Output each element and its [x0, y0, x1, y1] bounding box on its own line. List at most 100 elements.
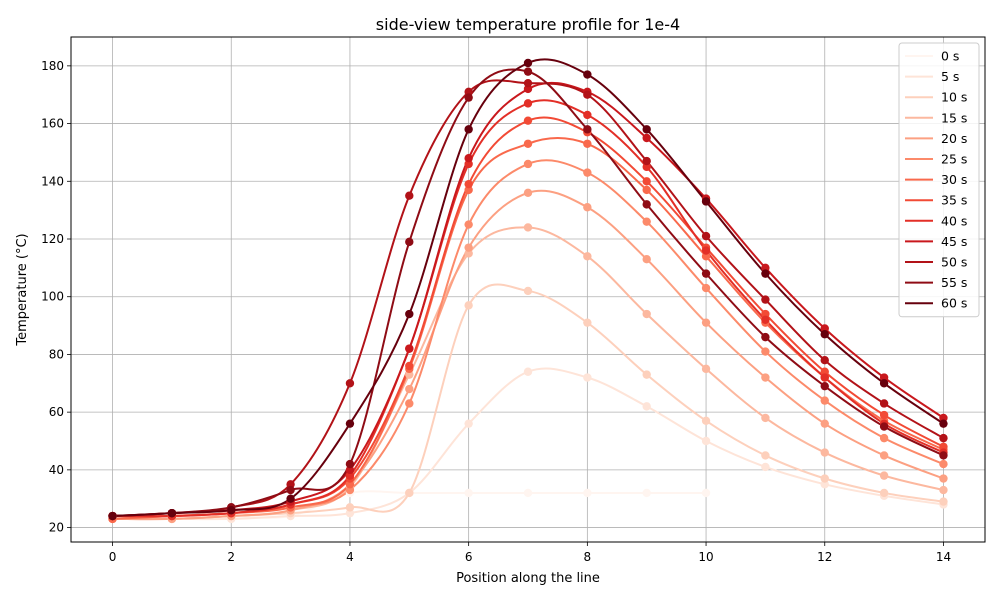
data-point	[108, 511, 117, 521]
series-line	[112, 159, 944, 520]
data-point	[167, 508, 177, 518]
legend-label: 50 s	[941, 255, 967, 270]
data-point	[642, 402, 651, 411]
data-point	[761, 315, 770, 324]
series-line	[112, 116, 944, 518]
x-tick-label: 12	[817, 550, 832, 564]
y-tick-label: 180	[41, 59, 64, 73]
data-point	[523, 188, 533, 198]
data-point	[879, 433, 889, 443]
data-point	[583, 110, 592, 120]
data-point	[761, 462, 770, 472]
data-point	[879, 399, 889, 408]
data-point	[286, 494, 295, 503]
legend-label: 20 s	[941, 131, 967, 146]
data-point	[642, 133, 651, 143]
data-point	[761, 263, 770, 273]
data-point	[879, 373, 889, 382]
data-point	[939, 419, 948, 428]
data-points	[108, 58, 948, 524]
data-point	[761, 373, 770, 382]
data-point	[820, 356, 829, 365]
data-point	[939, 413, 948, 423]
series-line	[112, 283, 944, 521]
data-point	[939, 459, 948, 469]
data-point	[583, 139, 592, 148]
data-point	[820, 324, 829, 333]
data-point	[820, 448, 829, 457]
x-tick-label: 14	[936, 550, 951, 564]
data-point	[761, 309, 770, 319]
data-point	[642, 156, 651, 166]
data-point	[642, 488, 651, 498]
data-point	[464, 249, 473, 258]
data-point	[939, 485, 948, 495]
data-point	[464, 185, 473, 195]
data-point	[405, 344, 414, 353]
y-tick-label: 80	[49, 347, 64, 361]
data-point	[227, 506, 236, 515]
y-tick-label: 20	[49, 521, 64, 535]
legend-label: 25 s	[941, 152, 967, 167]
legend-label: 45 s	[941, 234, 967, 249]
data-point	[464, 220, 473, 229]
data-point	[701, 231, 711, 241]
data-point	[523, 99, 533, 108]
legend-label: 55 s	[941, 275, 967, 290]
data-point	[464, 125, 473, 134]
data-point	[464, 419, 473, 428]
data-point	[464, 488, 473, 498]
data-point	[820, 474, 829, 483]
data-point	[939, 442, 948, 451]
x-tick-label: 8	[584, 550, 592, 564]
data-point	[286, 485, 295, 495]
data-point	[642, 217, 651, 226]
data-point	[523, 84, 533, 94]
chart-title: side-view temperature profile for 1e-4	[376, 15, 680, 34]
data-point	[701, 416, 711, 425]
data-point	[820, 396, 829, 405]
data-point	[820, 330, 829, 339]
legend-label: 60 s	[941, 296, 967, 311]
series-line	[112, 58, 945, 518]
data-point	[523, 67, 533, 76]
y-tick-label: 160	[41, 117, 64, 131]
data-point	[939, 451, 948, 460]
legend-label: 0 s	[941, 49, 959, 64]
data-point	[820, 480, 829, 489]
data-point	[761, 451, 770, 460]
data-point	[761, 347, 770, 356]
data-point	[583, 70, 592, 79]
data-point	[820, 419, 829, 428]
y-tick-label: 40	[49, 463, 64, 477]
data-point	[405, 384, 414, 394]
data-point	[642, 309, 651, 319]
data-point	[345, 508, 355, 518]
data-point	[345, 465, 355, 475]
data-point	[345, 471, 355, 480]
data-point	[820, 367, 829, 376]
data-point	[345, 503, 355, 512]
data-point	[701, 283, 711, 293]
y-tick-label: 120	[41, 232, 64, 246]
data-point	[523, 488, 533, 498]
x-axis-label: Position along the line	[456, 571, 600, 586]
data-point	[583, 318, 592, 327]
data-point	[642, 185, 651, 195]
data-point	[523, 116, 533, 125]
data-point	[879, 379, 889, 388]
data-point	[879, 488, 889, 498]
data-point	[879, 410, 889, 420]
data-point	[820, 381, 829, 391]
data-point	[761, 269, 770, 278]
data-point	[642, 162, 651, 172]
data-point	[405, 370, 414, 379]
data-point	[464, 93, 473, 102]
data-point	[583, 125, 592, 134]
data-point	[523, 58, 533, 68]
data-point	[464, 179, 473, 189]
data-point	[642, 370, 651, 379]
data-point	[464, 301, 473, 310]
data-point	[701, 488, 711, 498]
